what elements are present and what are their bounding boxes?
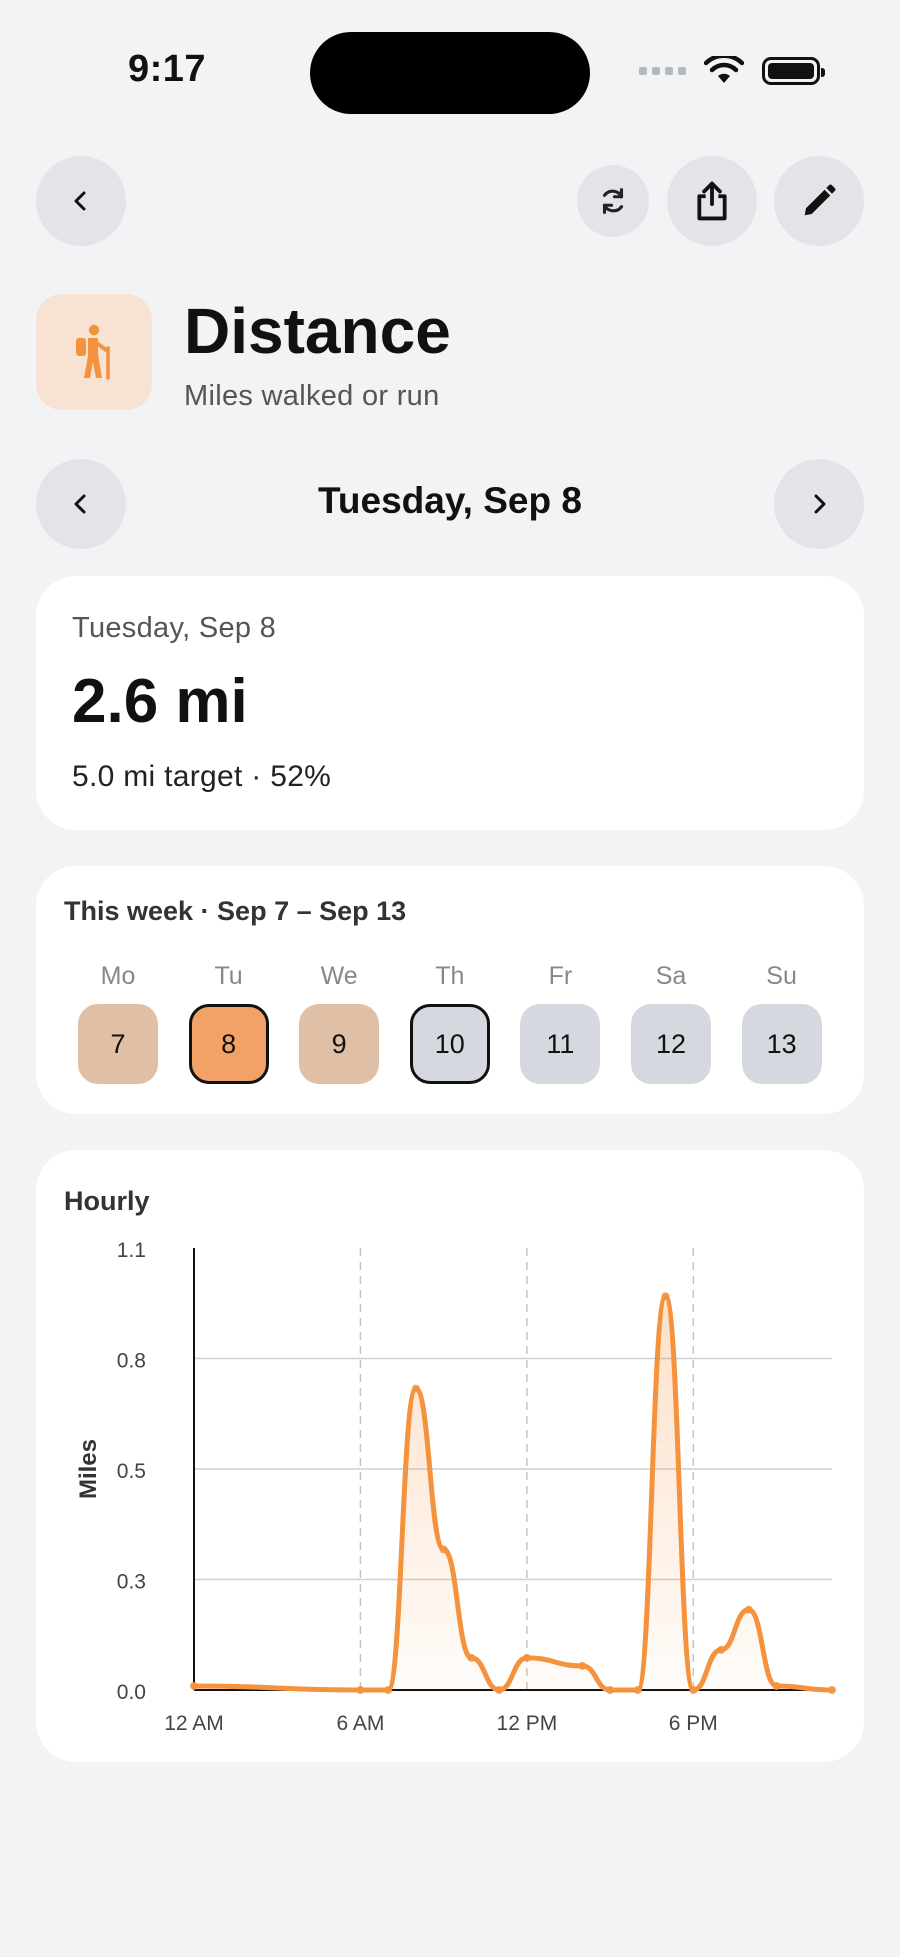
y-tick-label: 1.1 xyxy=(117,1239,146,1262)
chevron-left-icon xyxy=(74,191,86,211)
day-label-tu: Tu xyxy=(214,962,243,990)
data-point xyxy=(495,1686,504,1694)
data-point xyxy=(467,1653,476,1662)
data-point xyxy=(578,1661,587,1670)
day-button-9[interactable]: 9 xyxy=(299,1004,380,1084)
dynamic-island xyxy=(310,32,590,114)
day-button-7[interactable]: 7 xyxy=(78,1004,158,1084)
wifi-icon xyxy=(704,56,744,83)
summary-target: 5.0 mi target · 52% xyxy=(72,760,332,793)
data-point xyxy=(439,1545,448,1554)
y-tick-label: 0.0 xyxy=(117,1681,146,1704)
previous-day-button[interactable] xyxy=(36,459,126,549)
data-point xyxy=(411,1384,420,1393)
battery-icon xyxy=(762,57,825,85)
data-point xyxy=(661,1292,670,1301)
data-point xyxy=(717,1645,726,1654)
data-point xyxy=(744,1605,753,1614)
day-button-13[interactable]: 13 xyxy=(741,1004,822,1084)
day-button-12[interactable]: 12 xyxy=(631,1004,711,1084)
summary-card: Tuesday, Sep 8 2.6 mi 5.0 mi target · 52… xyxy=(36,576,864,830)
data-point xyxy=(522,1653,531,1662)
status-icons xyxy=(639,56,825,86)
hourly-card: Hourly 0.0 0.3 0.5 0.8 1.1 12 AM 6 AM 12 PM 6 PM… xyxy=(36,1150,864,1762)
pencil-icon xyxy=(804,184,836,216)
status-time: 9:17 xyxy=(128,48,207,90)
share-button[interactable] xyxy=(667,156,757,246)
chevron-left-icon xyxy=(74,494,86,514)
summary-value: 2.6 mi xyxy=(72,667,248,736)
data-point xyxy=(356,1686,365,1694)
x-tick-label: 6 AM xyxy=(337,1712,385,1735)
sync-button[interactable] xyxy=(577,165,649,237)
day-button-11[interactable]: 11 xyxy=(520,1004,601,1084)
x-tick-label: 12 PM xyxy=(497,1712,558,1735)
metric-icon xyxy=(36,294,152,410)
cellular-signal-icon xyxy=(639,67,686,75)
week-card: This week · Sep 7 – Sep 13 Mo 7 Tu 8 We 9 Th 10… xyxy=(36,866,864,1114)
data-point xyxy=(772,1681,781,1690)
day-label-fr: Fr xyxy=(548,962,573,990)
hiker-icon xyxy=(76,324,110,380)
day-label-th: Th xyxy=(435,962,465,990)
summary-date: Tuesday, Sep 8 xyxy=(72,612,277,644)
edit-button[interactable] xyxy=(774,156,864,246)
chevron-right-icon xyxy=(814,494,826,514)
week-heading: This week · Sep 7 – Sep 13 xyxy=(64,896,407,926)
data-point xyxy=(190,1681,198,1690)
back-button[interactable] xyxy=(36,156,126,246)
page-title: Distance xyxy=(184,295,451,367)
x-tick-label: 6 PM xyxy=(669,1712,718,1735)
day-label-we: We xyxy=(320,962,358,990)
data-point xyxy=(689,1686,698,1694)
hourly-chart: 0.0 0.3 0.5 0.8 1.1 12 AM 6 AM 12 PM 6 PM Miles xyxy=(75,1239,836,1735)
y-tick-label: 0.5 xyxy=(117,1460,146,1483)
page-subtitle: Miles walked or run xyxy=(184,380,440,412)
sync-icon xyxy=(602,188,624,214)
current-date-label: Tuesday, Sep 8 xyxy=(318,480,582,521)
hourly-heading: Hourly xyxy=(64,1186,150,1216)
data-point xyxy=(606,1686,615,1694)
data-point xyxy=(384,1686,393,1694)
y-axis-label: Miles xyxy=(75,1439,102,1499)
data-point xyxy=(828,1686,836,1694)
day-label-su: Su xyxy=(766,962,797,990)
y-tick-label: 0.3 xyxy=(117,1571,146,1594)
y-tick-label: 0.8 xyxy=(117,1350,146,1373)
next-day-button[interactable] xyxy=(774,459,864,549)
day-label-sa: Sa xyxy=(655,962,687,990)
day-label-mo: Mo xyxy=(100,962,136,990)
day-button-8[interactable]: 8 xyxy=(188,1004,269,1084)
x-tick-label: 12 AM xyxy=(164,1712,224,1735)
series-area xyxy=(194,1296,832,1690)
share-icon xyxy=(697,181,727,221)
data-point xyxy=(633,1686,642,1694)
series-line xyxy=(191,1293,835,1693)
day-button-10[interactable]: 10 xyxy=(409,1004,490,1084)
